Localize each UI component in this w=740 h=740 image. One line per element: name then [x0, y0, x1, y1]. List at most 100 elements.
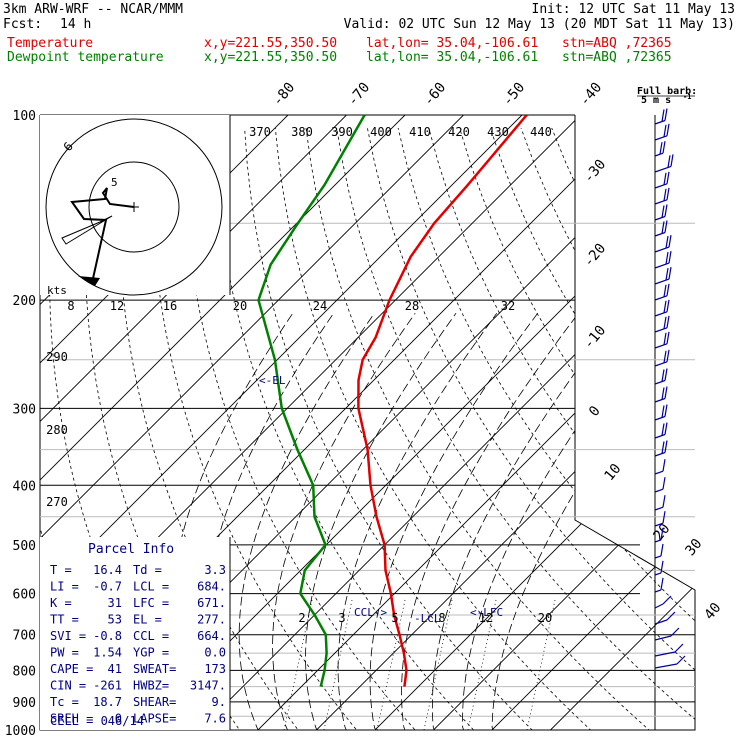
el-annotation: <-EL	[259, 374, 286, 387]
dry-adiabat-400	[489, 127, 695, 730]
wind-barb	[654, 141, 666, 157]
wind-barb-staff	[654, 506, 664, 511]
wind-barb-flag	[663, 172, 667, 185]
dry-adiabat-450	[643, 127, 695, 730]
wind-barb-staff	[654, 415, 666, 421]
wind-barb-staff	[654, 262, 670, 269]
wind-barb	[654, 643, 684, 657]
wind-barb-flag	[664, 368, 668, 381]
grid-xy: x,y=221.55,350.50	[204, 36, 338, 51]
pressure-label-100: 100	[13, 109, 36, 124]
model-title: 3km ARW-WRF -- NCAR/MMM	[3, 2, 184, 17]
wind-barb-flag	[668, 251, 672, 264]
pressure-label-400: 400	[13, 479, 36, 494]
lat-lon-dewpoint: lat,lon= 35.04,-106.61	[366, 50, 539, 65]
parcel-value-right: 3.3	[204, 563, 226, 577]
lfc-annotation: <-LFC	[470, 606, 503, 619]
parcel-label-right: CCL =	[133, 629, 169, 643]
parcel-value-left: 41	[108, 662, 122, 676]
moist-adiabat-40	[491, 312, 695, 730]
parcel-info-box	[40, 537, 230, 730]
hodograph-trace	[70, 187, 135, 284]
forecast-hour: 14 h	[60, 17, 92, 32]
init-time: Init: 12 UTC Sat 11 May 13	[531, 2, 736, 17]
wind-barb-flag	[660, 527, 664, 540]
hodograph-storm-motion	[61, 215, 113, 245]
parcel-value-left: -261	[93, 679, 122, 693]
isotherm--60	[40, 115, 523, 730]
wind-barb	[654, 220, 668, 237]
isotherm-40	[491, 115, 695, 730]
hodo-speed-label-20: 20	[233, 299, 247, 313]
hodo-speed-label-28: 28	[405, 299, 419, 313]
wind-barb-flag	[664, 108, 668, 121]
hodograph-box	[40, 115, 230, 295]
isotherm-label--80: -80	[270, 80, 299, 110]
wind-barb-flag	[662, 511, 666, 524]
dry-adiabat-340	[305, 127, 665, 730]
dry-adiabat-460	[674, 127, 695, 730]
wind-barb-staff	[654, 539, 662, 543]
barb-legend-line1: Full barb:	[637, 86, 697, 97]
wind-barb-staff	[654, 619, 668, 625]
pressure-label-1000: 1000	[5, 724, 36, 739]
wind-barb	[654, 477, 666, 493]
theta-label-290: 290	[46, 350, 68, 364]
hodograph-units: kts	[47, 284, 67, 297]
wind-barb-staff	[654, 231, 666, 237]
isotherm-30	[433, 115, 695, 730]
hodograph-ring-label-inner: 5	[111, 176, 118, 189]
wind-barb-flag	[664, 404, 668, 417]
moist-adiabat-15	[337, 312, 498, 730]
wind-barb	[654, 560, 664, 576]
parcel-label-left: TT =	[50, 613, 79, 627]
dry-adiabat-430	[582, 127, 695, 730]
series-line-dewpoint	[257, 115, 366, 687]
isotherm-label--40: -40	[577, 80, 606, 110]
theta-label-370: 370	[249, 125, 271, 139]
parcel-label-right: LFC =	[133, 596, 169, 610]
parcel-label-right: SWEAT=	[133, 662, 176, 676]
isotherm--70	[40, 115, 464, 730]
pressure-label-800: 800	[13, 664, 36, 679]
moist-adiabat-35	[462, 312, 661, 730]
wind-barb-staff	[654, 199, 668, 205]
mixing-ratio-label-8: 8	[438, 611, 445, 625]
wind-barb-flag	[662, 495, 666, 508]
wind-barb	[654, 627, 680, 641]
isotherm--10	[199, 115, 695, 730]
wind-barb-flag	[664, 386, 668, 399]
wind-barb-flag	[662, 459, 666, 472]
wind-barb	[654, 187, 670, 205]
dry-adiabat-270	[84, 127, 250, 730]
wind-barb	[654, 299, 670, 317]
wind-barb-staff	[654, 451, 666, 457]
wind-barb-flag	[663, 188, 667, 201]
dry-adiabat-290	[151, 127, 368, 730]
dry-adiabat-420	[551, 127, 695, 730]
isotherm-label-10: 10	[601, 461, 624, 484]
dry-adiabat-370	[397, 127, 695, 730]
hodo-speed-label-16: 16	[163, 299, 177, 313]
isotherm-10	[316, 115, 695, 730]
mixing-ratio-label-5: 5	[391, 611, 398, 625]
wind-barb-staff	[654, 183, 668, 189]
mixing-ratio-label-12: 12	[479, 611, 493, 625]
dry-adiabat-360	[367, 127, 695, 730]
parcel-value-left: 1.54	[93, 646, 122, 660]
wind-barb	[654, 108, 668, 125]
parcel-value-left: 53	[108, 613, 122, 627]
dry-adiabat-390	[459, 127, 695, 730]
pressure-label-600: 600	[13, 588, 36, 603]
isotherm-label-30: 30	[682, 536, 705, 559]
wind-barb-flag	[664, 204, 668, 217]
wind-barb-staff	[654, 135, 668, 141]
wind-barb-flag	[663, 284, 667, 297]
wind-barb-flag	[660, 543, 664, 556]
legend-temperature: Temperature	[7, 36, 94, 51]
wind-barb-flag	[660, 577, 664, 590]
theta-label-270: 270	[46, 495, 68, 509]
hodograph-end-marker	[78, 276, 100, 286]
theta-label-390: 390	[331, 125, 353, 139]
